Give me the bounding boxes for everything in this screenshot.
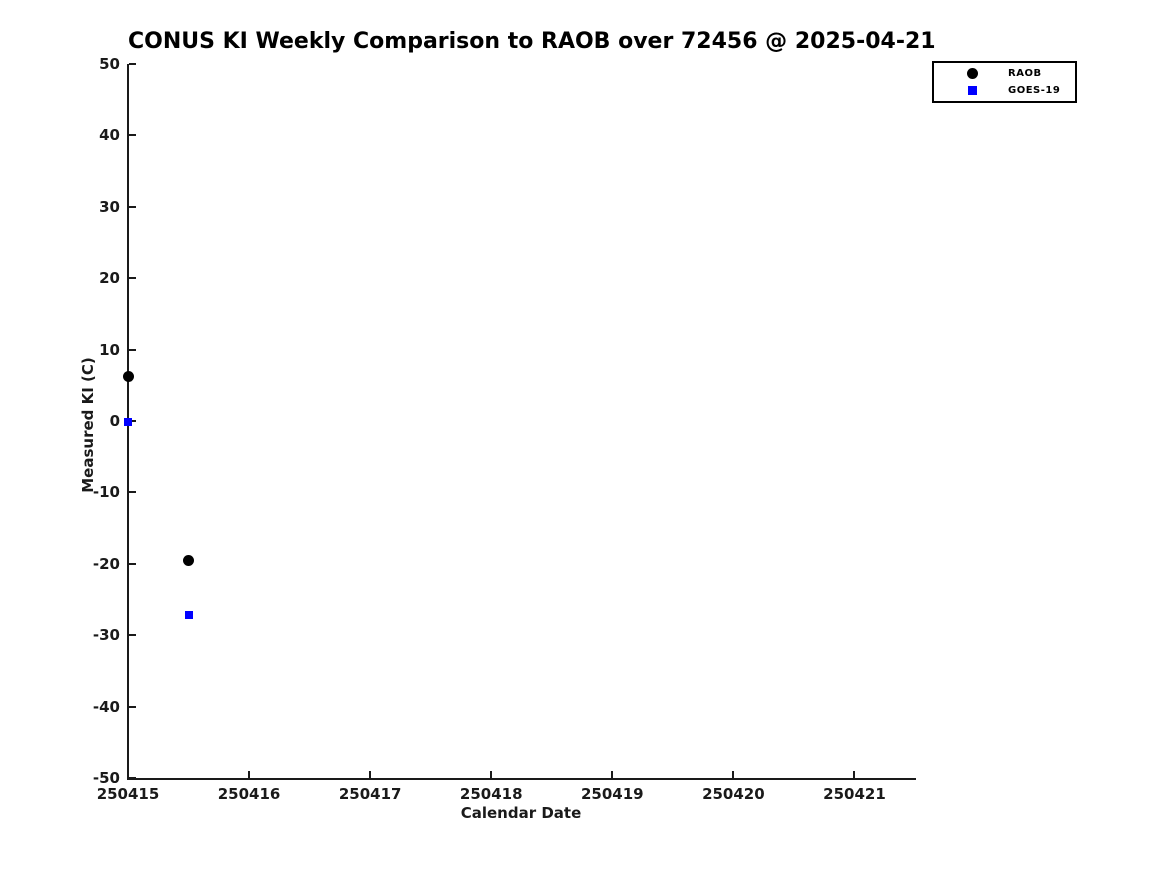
y-tick-label: 0: [109, 412, 120, 430]
y-tick: [129, 205, 136, 208]
legend-raob-label: RAOB: [1008, 68, 1042, 80]
x-tick: [369, 771, 372, 778]
x-tick-label: 250417: [338, 785, 402, 803]
x-tick: [732, 771, 735, 778]
x-tick: [853, 771, 856, 778]
y-tick: [129, 705, 136, 708]
data-point-raob: [122, 370, 134, 382]
x-tick-label: 250418: [459, 785, 523, 803]
x-tick-label: 250419: [580, 785, 644, 803]
x-tick: [248, 771, 251, 778]
y-tick: [129, 420, 136, 422]
legend-goes-19-label: GOES-19: [1008, 84, 1061, 96]
data-point-goes-19: [184, 611, 193, 620]
x-tick: [611, 771, 614, 778]
x-tick-label: 250420: [702, 785, 765, 803]
y-tick: [129, 277, 136, 280]
legend-goes-19-marker-icon: [966, 85, 979, 95]
y-tick-label: -50: [92, 769, 120, 787]
legend-item-raob: RAOB: [934, 68, 1075, 80]
x-tick: [490, 771, 493, 778]
y-tick-label: 30: [99, 197, 120, 216]
legend: RAOB GOES-19: [932, 61, 1077, 103]
y-tick: [129, 634, 136, 637]
y-tick: [129, 777, 136, 779]
y-tick-label: -40: [92, 697, 120, 716]
y-tick-label: -20: [92, 554, 120, 573]
y-tick-label: -10: [92, 483, 120, 502]
x-tick: [127, 771, 129, 778]
y-tick-label: 10: [99, 340, 120, 359]
y-tick-label: -30: [92, 626, 120, 645]
x-tick-label: 250421: [823, 785, 886, 803]
y-tick: [129, 134, 136, 137]
y-tick-label: 40: [99, 126, 120, 145]
chart-title: CONUS KI Weekly Comparison to RAOB over …: [128, 29, 936, 54]
x-axis-label: Calendar Date: [460, 804, 582, 822]
x-tick-label: 250415: [96, 785, 160, 803]
y-tick: [129, 562, 136, 565]
x-axis-spine: [127, 778, 916, 780]
y-tick-label: 50: [99, 55, 120, 73]
y-tick: [129, 63, 136, 65]
x-tick-label: 250416: [217, 785, 281, 803]
legend-item-goes-19: GOES-19: [934, 85, 1075, 96]
y-tick: [129, 491, 136, 494]
data-point-goes-19: [124, 417, 132, 426]
y-tick: [129, 348, 136, 351]
data-point-raob: [183, 555, 195, 567]
legend-raob-marker-icon: [966, 68, 979, 80]
y-tick-label: 20: [99, 269, 120, 288]
